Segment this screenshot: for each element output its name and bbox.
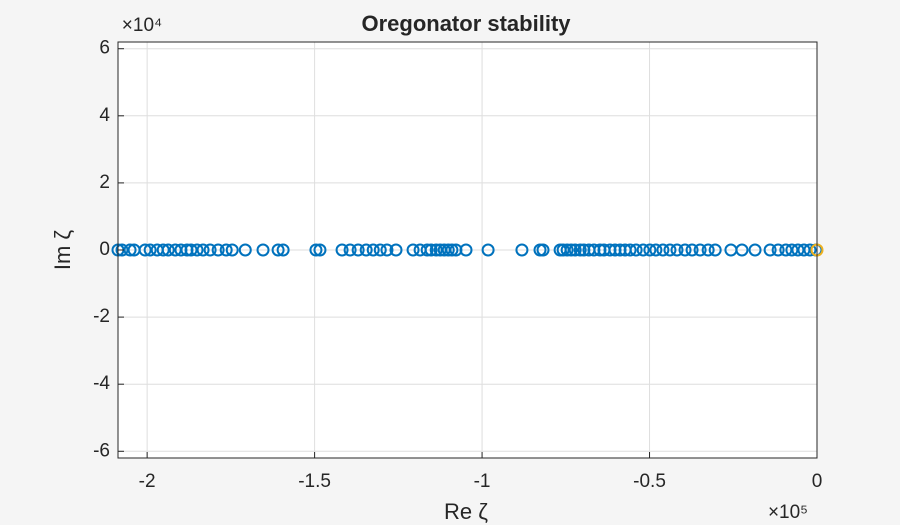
point <box>573 243 587 257</box>
point <box>459 243 473 257</box>
point <box>309 243 323 257</box>
x-tick-label: -2 <box>139 471 156 492</box>
chart-title: Oregonator stability <box>361 11 571 36</box>
x-tick-label: 0 <box>812 471 823 492</box>
y-tick-label: 6 <box>99 38 110 59</box>
point <box>735 243 749 257</box>
point <box>785 243 799 257</box>
point <box>406 243 420 257</box>
point <box>420 243 434 257</box>
x-tick-label: -1.5 <box>298 471 331 492</box>
point <box>629 243 643 257</box>
point <box>779 243 793 257</box>
point <box>763 243 777 257</box>
point <box>685 243 699 257</box>
y-tick-label: -4 <box>93 373 110 394</box>
x-axis-label: Re ζ <box>444 499 488 524</box>
y-tick-label: 4 <box>99 105 110 126</box>
point <box>445 243 459 257</box>
x-multiplier: ×10⁵ <box>768 502 808 523</box>
point <box>143 243 157 257</box>
x-tick-label: -0.5 <box>633 471 666 492</box>
point <box>791 243 805 257</box>
point <box>366 243 380 257</box>
point <box>568 243 582 257</box>
point <box>380 243 394 257</box>
point <box>649 243 663 257</box>
point <box>670 243 684 257</box>
point <box>636 243 650 257</box>
point <box>643 243 657 257</box>
point <box>238 243 252 257</box>
point <box>335 243 349 257</box>
point <box>123 243 137 257</box>
point <box>115 243 129 257</box>
point <box>693 243 707 257</box>
point <box>748 243 762 257</box>
y-multiplier: ×10⁴ <box>122 15 162 36</box>
point <box>343 243 357 257</box>
point <box>797 243 811 257</box>
point <box>184 243 198 257</box>
point <box>623 243 637 257</box>
point <box>156 243 170 257</box>
y-tick-label: -6 <box>93 440 110 461</box>
point <box>701 243 715 257</box>
point <box>196 243 210 257</box>
point <box>771 243 785 257</box>
point <box>138 243 152 257</box>
point <box>515 243 529 257</box>
y-axis-label: Im ζ <box>50 230 75 271</box>
point <box>441 243 455 257</box>
point <box>313 243 327 257</box>
point <box>351 243 365 257</box>
y-tick-label: 2 <box>99 172 110 193</box>
point <box>556 243 570 257</box>
point <box>429 243 443 257</box>
point <box>373 243 387 257</box>
x-tick-label: -1 <box>474 471 491 492</box>
point <box>560 243 574 257</box>
point <box>536 243 550 257</box>
point <box>203 243 217 257</box>
point <box>225 243 239 257</box>
point <box>564 243 578 257</box>
point <box>161 243 175 257</box>
point <box>708 243 722 257</box>
point <box>389 243 403 257</box>
point <box>256 243 270 257</box>
point <box>359 243 373 257</box>
point <box>219 243 233 257</box>
y-tick-label: 0 <box>99 239 110 260</box>
point <box>803 243 817 257</box>
point <box>211 243 225 257</box>
point <box>190 243 204 257</box>
point <box>271 243 285 257</box>
point <box>276 243 290 257</box>
y-tick-label: -2 <box>93 306 110 327</box>
point <box>481 243 495 257</box>
point <box>656 243 670 257</box>
point <box>678 243 692 257</box>
point <box>663 243 677 257</box>
point <box>424 243 438 257</box>
